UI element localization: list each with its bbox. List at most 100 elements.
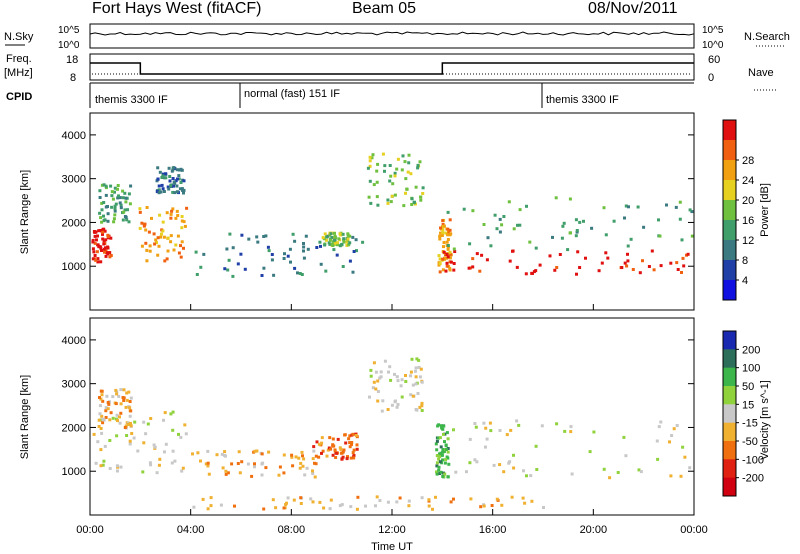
velocity-frame bbox=[89, 317, 695, 516]
data-cell bbox=[321, 449, 325, 453]
data-cell bbox=[420, 380, 424, 384]
data-cell bbox=[446, 244, 450, 247]
colorbar-tick-label: 8 bbox=[742, 255, 748, 267]
data-cell bbox=[436, 436, 440, 440]
data-cell bbox=[102, 214, 105, 218]
data-cell bbox=[270, 258, 274, 262]
data-cell bbox=[240, 460, 244, 464]
data-cell bbox=[378, 499, 382, 502]
data-cell bbox=[108, 255, 112, 259]
colorbar-segment bbox=[723, 441, 736, 460]
data-cell bbox=[148, 461, 152, 465]
data-cell bbox=[575, 229, 579, 232]
data-cell bbox=[558, 253, 562, 256]
data-cell bbox=[206, 449, 210, 453]
data-cell bbox=[656, 457, 660, 461]
data-cell bbox=[407, 499, 411, 503]
data-cell bbox=[165, 211, 169, 215]
data-cell bbox=[348, 445, 352, 449]
data-cell bbox=[123, 191, 127, 195]
data-cell bbox=[179, 244, 182, 248]
data-cell bbox=[106, 246, 110, 250]
data-cell bbox=[124, 200, 128, 204]
x-axis-ticks: 00:00 04:00 08:00 12:00 16:00 20:00 00:00 bbox=[76, 304, 708, 536]
data-cell bbox=[185, 206, 189, 210]
data-cell bbox=[285, 501, 288, 505]
data-cell bbox=[299, 502, 303, 505]
data-cell bbox=[106, 233, 110, 237]
nsearch-label: N.Search bbox=[744, 31, 790, 43]
data-cell bbox=[313, 461, 316, 465]
data-cell bbox=[368, 179, 372, 183]
data-cell bbox=[215, 453, 219, 457]
data-cell bbox=[467, 266, 471, 270]
data-cell bbox=[371, 386, 375, 390]
data-cell bbox=[347, 437, 351, 441]
data-cell bbox=[152, 443, 156, 447]
data-cell bbox=[109, 411, 113, 415]
cpid-segment-2: normal (fast) 151 IF bbox=[244, 88, 340, 100]
data-cell bbox=[442, 241, 446, 244]
data-cell bbox=[612, 219, 616, 223]
data-cell bbox=[253, 449, 257, 453]
data-cell bbox=[578, 220, 582, 224]
data-cell bbox=[346, 233, 350, 237]
data-cell bbox=[171, 207, 175, 211]
data-cell bbox=[403, 160, 407, 164]
data-cell bbox=[438, 436, 442, 440]
data-cell bbox=[445, 264, 449, 268]
data-cell bbox=[444, 443, 448, 447]
data-cell bbox=[119, 402, 123, 406]
nsearch-tick-top: 10^5 bbox=[702, 25, 724, 36]
data-cell bbox=[108, 251, 112, 255]
data-cell bbox=[345, 243, 349, 247]
data-cell bbox=[104, 409, 108, 413]
data-cell bbox=[507, 200, 511, 204]
data-cell bbox=[171, 428, 175, 432]
data-cell bbox=[427, 498, 431, 502]
data-cell bbox=[444, 458, 448, 462]
data-cell bbox=[376, 399, 380, 403]
data-cell bbox=[445, 240, 449, 244]
data-cell bbox=[521, 496, 525, 500]
data-cell bbox=[340, 457, 344, 461]
station-title: Fort Hays West (fitACF) bbox=[92, 0, 262, 17]
data-cell bbox=[228, 232, 232, 236]
data-cell bbox=[95, 250, 99, 254]
data-cell bbox=[321, 236, 325, 240]
data-cell bbox=[110, 190, 114, 194]
data-cell bbox=[236, 462, 240, 465]
data-cell bbox=[534, 444, 538, 448]
data-cell bbox=[386, 198, 390, 202]
data-cell bbox=[196, 451, 200, 455]
data-cell bbox=[418, 405, 422, 409]
data-cell bbox=[149, 417, 153, 420]
data-cell bbox=[569, 430, 573, 434]
cpid-segment-1: themis 3300 IF bbox=[95, 94, 168, 106]
data-cell bbox=[127, 192, 131, 196]
data-cell bbox=[326, 448, 330, 452]
data-cell bbox=[171, 449, 175, 453]
data-cell bbox=[443, 257, 447, 261]
data-cell bbox=[96, 257, 100, 261]
data-cell bbox=[485, 258, 489, 262]
data-cell bbox=[223, 450, 227, 454]
data-cell bbox=[448, 228, 452, 232]
data-cell bbox=[683, 455, 687, 459]
data-cell bbox=[294, 455, 298, 459]
data-cell bbox=[367, 195, 371, 199]
data-cell bbox=[108, 467, 112, 470]
data-cell bbox=[375, 495, 379, 499]
data-cell bbox=[141, 470, 145, 474]
data-cell bbox=[413, 369, 417, 373]
data-cell bbox=[415, 357, 419, 361]
data-cell bbox=[446, 227, 450, 231]
data-cell bbox=[602, 467, 606, 471]
data-cell bbox=[462, 207, 466, 211]
data-cell bbox=[338, 446, 342, 450]
data-cell bbox=[452, 262, 456, 265]
data-cell bbox=[125, 391, 129, 395]
data-cell bbox=[368, 155, 372, 159]
data-cell bbox=[204, 462, 208, 466]
